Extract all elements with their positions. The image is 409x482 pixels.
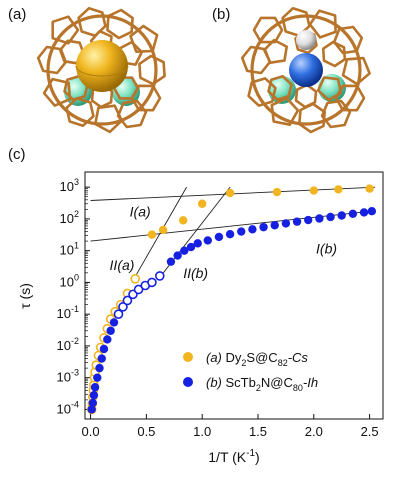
data-point bbox=[214, 232, 224, 242]
data-point bbox=[237, 227, 246, 236]
data-point bbox=[97, 354, 106, 363]
data-point-open bbox=[147, 277, 157, 288]
legend-marker-a bbox=[183, 352, 193, 362]
annotations: I(a) II(a) II(b) I(b) bbox=[110, 203, 337, 280]
legend: (a) Dy2S@C82-Cs (b) ScTb2N@C80-Ih bbox=[183, 350, 318, 393]
data-point bbox=[259, 222, 268, 232]
y-tick-label: 103 bbox=[60, 177, 79, 194]
data-point bbox=[99, 344, 109, 354]
y-tick-label: 101 bbox=[60, 241, 79, 258]
data-point bbox=[359, 208, 369, 217]
panel-label-c: (c) bbox=[8, 146, 26, 163]
data-points bbox=[86, 184, 377, 415]
data-point bbox=[179, 216, 188, 225]
chart-area: 0.0 0.5 1.0 1.5 2.0 2.5 10-410-310-210-110010… bbox=[17, 171, 384, 465]
dy2s-in-c82-cage-icon bbox=[36, 6, 166, 134]
data-point bbox=[367, 206, 377, 216]
data-point-open bbox=[113, 309, 124, 319]
data-point bbox=[365, 184, 374, 193]
data-point-open bbox=[130, 273, 141, 284]
data-point bbox=[193, 239, 202, 248]
panel-label-a: (a) bbox=[8, 6, 27, 23]
annotation: II(a) bbox=[110, 257, 135, 273]
x-tick-label: 0.0 bbox=[82, 424, 100, 439]
data-point bbox=[334, 185, 343, 194]
x-tick-label: 1.0 bbox=[193, 424, 211, 439]
data-point bbox=[225, 229, 235, 239]
data-point bbox=[87, 405, 96, 414]
data-point bbox=[166, 257, 176, 266]
x-tick-label: 0.5 bbox=[137, 424, 155, 439]
data-point bbox=[186, 242, 196, 252]
y-tick-label: 10-1 bbox=[57, 304, 79, 321]
data-point bbox=[197, 199, 207, 208]
data-point bbox=[106, 326, 115, 335]
legend-label-b: (b) ScTb2N@C80-Ih bbox=[206, 375, 318, 393]
fit-line bbox=[131, 186, 187, 283]
data-point bbox=[173, 251, 182, 260]
x-tick-label: 2.5 bbox=[361, 424, 379, 439]
x-tick-label: 1.5 bbox=[249, 424, 267, 439]
y-tick-label: 102 bbox=[60, 209, 79, 226]
data-point-open bbox=[154, 271, 165, 281]
data-point-open bbox=[122, 295, 133, 306]
data-point bbox=[304, 215, 313, 225]
y-axis: 10-4 10-3 10-2 10-1 100 101 102 103 bbox=[57, 177, 90, 416]
legend-label-a: (a) Dy2S@C82-Cs bbox=[206, 350, 308, 368]
data-point bbox=[147, 230, 157, 239]
data-point bbox=[95, 363, 104, 373]
y-tick-label: 10-4 bbox=[57, 399, 79, 416]
y-axis-title: τ (s) bbox=[17, 283, 33, 309]
data-point bbox=[309, 186, 319, 195]
y-tick-label: 10-2 bbox=[57, 336, 79, 353]
data-point bbox=[89, 391, 99, 400]
data-point-open bbox=[118, 302, 128, 312]
data-point bbox=[326, 212, 335, 222]
data-point bbox=[225, 188, 235, 198]
x-axis-title: 1/T (K-1) bbox=[208, 448, 259, 465]
x-tick-label: 2.0 bbox=[305, 424, 323, 439]
data-point bbox=[109, 318, 119, 327]
data-point bbox=[281, 219, 291, 228]
y-tick-label: 100 bbox=[60, 272, 79, 289]
data-point bbox=[337, 211, 346, 220]
plot-frame bbox=[84, 171, 384, 420]
data-point bbox=[270, 221, 279, 230]
data-point bbox=[90, 383, 100, 392]
data-point bbox=[203, 236, 212, 245]
annotation: I(b) bbox=[316, 241, 337, 257]
data-point bbox=[180, 246, 189, 255]
annotation: II(b) bbox=[183, 265, 208, 281]
data-point bbox=[248, 225, 257, 234]
data-point bbox=[93, 373, 102, 382]
data-point bbox=[348, 209, 358, 218]
data-point bbox=[315, 214, 324, 223]
sctb2n-in-c80-cage-icon bbox=[240, 6, 371, 134]
data-point bbox=[158, 225, 168, 235]
data-point bbox=[103, 335, 112, 344]
data-point bbox=[88, 398, 98, 408]
legend-marker-b bbox=[183, 377, 193, 387]
data-point bbox=[292, 217, 302, 226]
data-point bbox=[272, 187, 282, 197]
panel-label-b: (b) bbox=[212, 6, 231, 23]
x-axis: 0.0 0.5 1.0 1.5 2.0 2.5 bbox=[82, 414, 379, 439]
annotation: I(a) bbox=[130, 203, 151, 219]
y-tick-label: 10-3 bbox=[57, 368, 79, 385]
